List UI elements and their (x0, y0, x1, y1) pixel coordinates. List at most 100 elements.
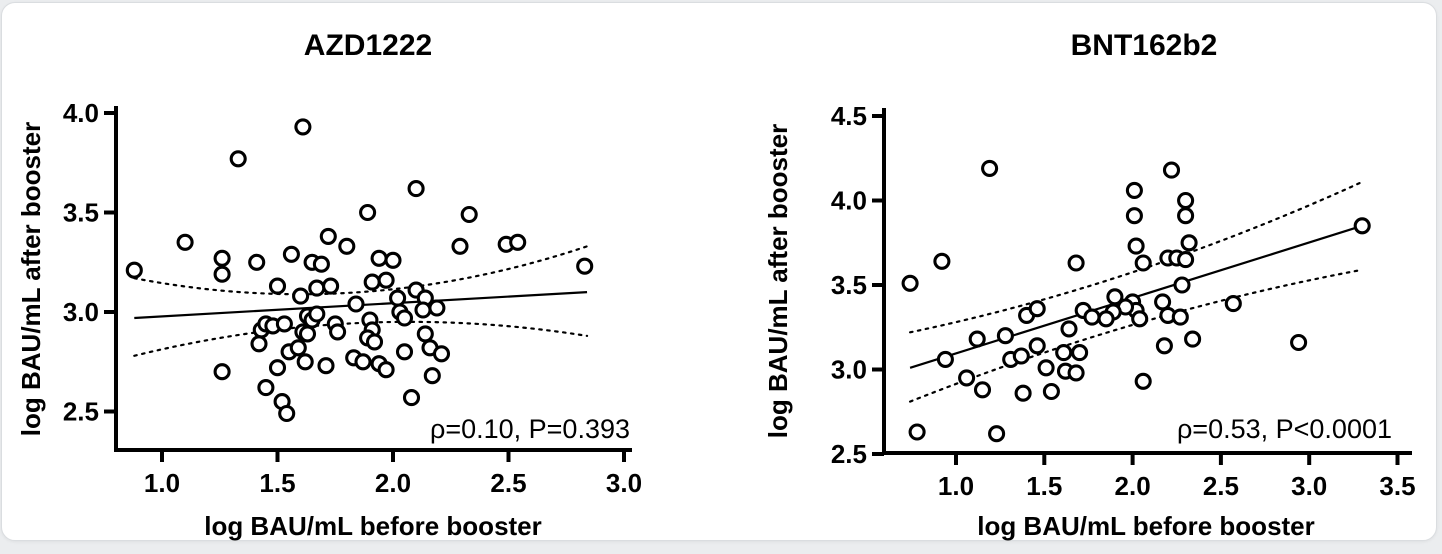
data-point (416, 325, 434, 343)
data-point (292, 287, 310, 305)
correlation-annotation: ρ=0.53, P<0.0001 (1177, 414, 1392, 444)
data-point (1028, 337, 1046, 355)
x-tick-label: 3.5 (1379, 471, 1415, 501)
data-point (176, 233, 194, 251)
data-point (1131, 310, 1149, 328)
data-point (278, 404, 296, 423)
data-point (213, 363, 231, 381)
data-point (312, 255, 330, 273)
data-point (377, 361, 395, 379)
data-point (322, 277, 340, 295)
axis-spines (114, 106, 632, 452)
data-point (317, 357, 335, 375)
x-tick-label: 1.0 (144, 468, 180, 498)
data-point (294, 118, 312, 136)
x-axis-label: log BAU/mL before booster (977, 511, 1315, 541)
data-point (289, 339, 307, 357)
y-tick-label: 4.0 (831, 186, 867, 216)
data-point (428, 299, 446, 317)
data-point (298, 325, 317, 343)
data-point (968, 330, 986, 348)
data-point (988, 425, 1006, 443)
data-point (338, 237, 356, 255)
data-point (1353, 217, 1371, 235)
data-point (432, 345, 451, 363)
data-point (576, 257, 594, 275)
data-point (268, 277, 287, 295)
data-point (1083, 308, 1101, 326)
data-point (451, 237, 469, 255)
y-tick-label: 3.5 (831, 270, 867, 300)
data-point (1177, 191, 1195, 210)
data-point (933, 252, 951, 270)
data-point (1125, 181, 1143, 199)
data-point (1134, 372, 1152, 390)
data-point (1014, 384, 1032, 402)
x-tick-label: 2.0 (1115, 471, 1151, 501)
data-point (1037, 359, 1055, 377)
data-point (213, 249, 231, 267)
data-point (319, 227, 337, 245)
panel-title: BNT162b2 (1071, 29, 1218, 62)
data-point (370, 249, 388, 267)
y-tick-label: 3.5 (63, 198, 99, 228)
data-point (1224, 295, 1242, 313)
data-point (384, 251, 402, 269)
data-point (1125, 207, 1143, 225)
data-point (248, 253, 266, 271)
y-tick-label: 2.5 (63, 397, 99, 427)
y-tick-label: 2.5 (831, 439, 867, 469)
x-tick-label: 2.5 (490, 468, 526, 498)
x-tick-label: 1.5 (1026, 471, 1062, 501)
x-tick-label: 3.0 (606, 468, 642, 498)
data-point (329, 323, 347, 341)
data-point (996, 327, 1014, 345)
data-point (347, 295, 365, 313)
data-point (1067, 254, 1085, 272)
x-tick-label: 1.5 (259, 468, 295, 498)
data-point (1177, 207, 1195, 225)
x-tick-label: 2.0 (375, 468, 411, 498)
data-point (1060, 320, 1078, 338)
y-tick-label: 3.0 (831, 355, 867, 385)
data-point (250, 335, 268, 353)
data-point (125, 261, 143, 279)
data-point (1180, 234, 1198, 252)
data-point (1097, 310, 1115, 328)
data-point (229, 150, 247, 168)
data-point (1067, 364, 1085, 382)
data-point (257, 379, 275, 397)
data-point (414, 301, 432, 319)
data-point (213, 265, 231, 283)
data-point (1171, 308, 1189, 326)
data-point (308, 279, 326, 297)
confidence-band-lower (133, 320, 589, 357)
data-point (275, 315, 293, 333)
data-point (1162, 161, 1181, 179)
data-point (407, 180, 425, 198)
x-axis-label: log BAU/mL before booster (204, 511, 542, 541)
data-point (389, 289, 407, 307)
data-point (973, 381, 992, 399)
data-point (901, 274, 919, 292)
data-point (282, 245, 300, 263)
data-point (936, 350, 954, 368)
data-point (395, 309, 414, 327)
y-tick-label: 4.0 (63, 98, 99, 128)
confidence-band-upper (908, 180, 1364, 334)
data-point (1028, 300, 1046, 318)
y-axis-label: log BAU/mL after booster (763, 124, 793, 438)
panel-title: AZD1222 (304, 29, 432, 62)
axis-spines (882, 108, 1412, 455)
data-point (1055, 344, 1073, 362)
data-point (1134, 254, 1152, 272)
confidence-band-upper (133, 245, 589, 296)
y-tick-label: 4.5 (831, 101, 867, 131)
data-point (908, 423, 926, 441)
data-point (1184, 330, 1202, 348)
data-point (1177, 251, 1195, 269)
data-point (1071, 344, 1089, 362)
x-tick-label: 1.0 (938, 471, 974, 501)
data-point (1155, 337, 1173, 355)
data-point (377, 271, 395, 289)
